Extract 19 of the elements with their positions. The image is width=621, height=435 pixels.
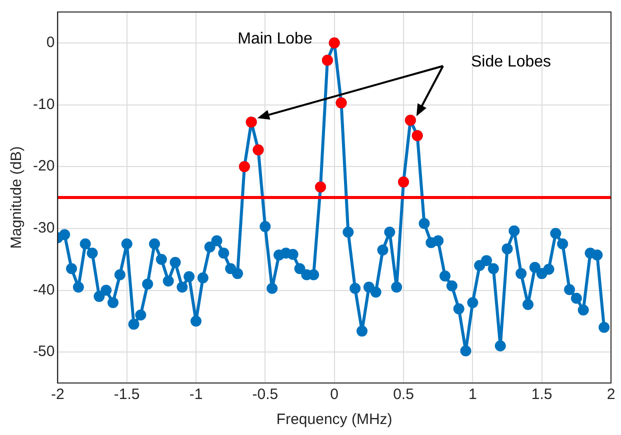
y-tick-label: -40 [32,281,55,298]
x-tick-label: -1 [189,386,203,404]
annotation: Main Lobe [238,30,312,48]
x-tick-label: 2 [606,386,616,404]
y-tick-label: -30 [32,220,55,237]
x-tick-label: -1.5 [114,386,140,404]
y-tick-label: -50 [32,343,55,360]
x-tick-label: -0.5 [252,386,278,404]
y-tick-label: -10 [32,96,55,113]
x-axis-title: Frequency (MHz) [276,411,392,428]
x-tick-label: 1 [468,386,477,404]
y-tick-label: 0 [46,34,55,52]
x-tick-label: -2 [51,386,64,404]
x-tick-label: 1.5 [531,386,552,404]
y-tick-label: -20 [32,158,55,175]
annotation: Side Lobes [470,53,552,70]
x-tick-label: 0 [330,386,339,404]
y-axis-title: Magnitude (dB) [8,146,26,249]
x-tick-label: 0.5 [393,386,414,404]
